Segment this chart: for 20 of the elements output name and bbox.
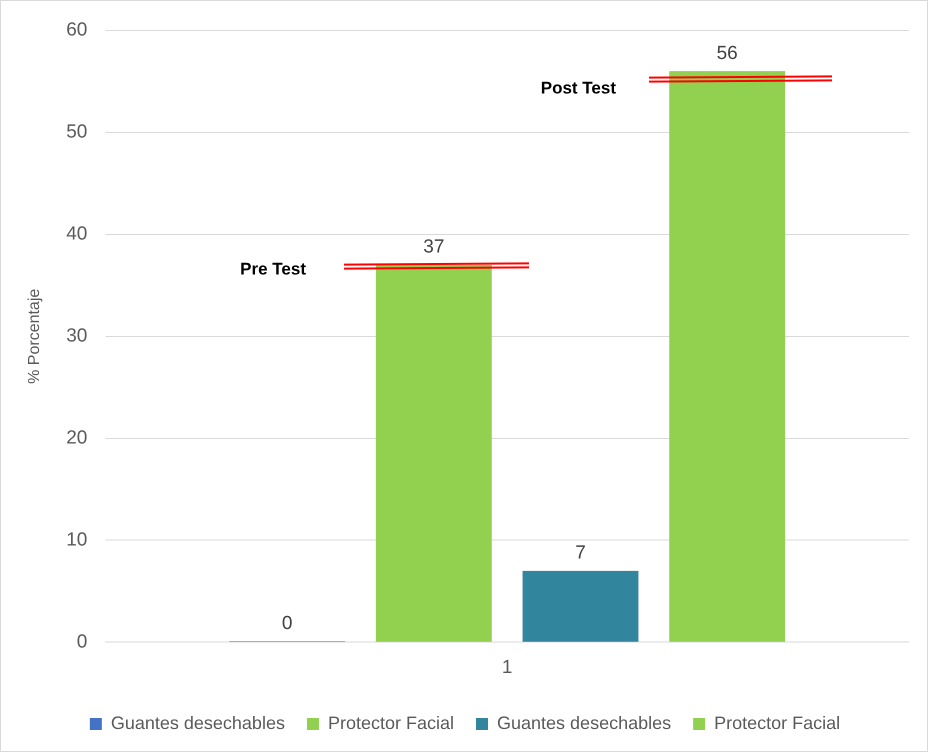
annotation: Pre Test [240, 260, 306, 279]
data-label: 56 [716, 42, 738, 64]
annotation: Post Test [540, 78, 616, 98]
legend-label: Guantes desechables [497, 712, 672, 733]
y-axis-title: % Porcentaje [26, 288, 44, 384]
y-tick-label: 20 [66, 428, 88, 448]
y-tick-label: 60 [66, 20, 88, 41]
y-tick-label: 10 [66, 529, 88, 550]
y-tick-label: 40 [66, 224, 88, 245]
y-tick-label: 30 [66, 326, 88, 347]
data-label: 7 [575, 542, 586, 564]
y-tick-label: 0 [76, 631, 88, 652]
legend-label: Protector Facial [714, 712, 840, 733]
data-label: 37 [423, 236, 444, 258]
legend-label: Guantes desechables [110, 712, 285, 733]
y-tick-label: 50 [66, 122, 88, 143]
data-label: 0 [282, 612, 292, 634]
legend-label: Protector Facial [328, 712, 454, 733]
bar [522, 570, 638, 642]
x-tick-label: 1 [502, 656, 512, 678]
